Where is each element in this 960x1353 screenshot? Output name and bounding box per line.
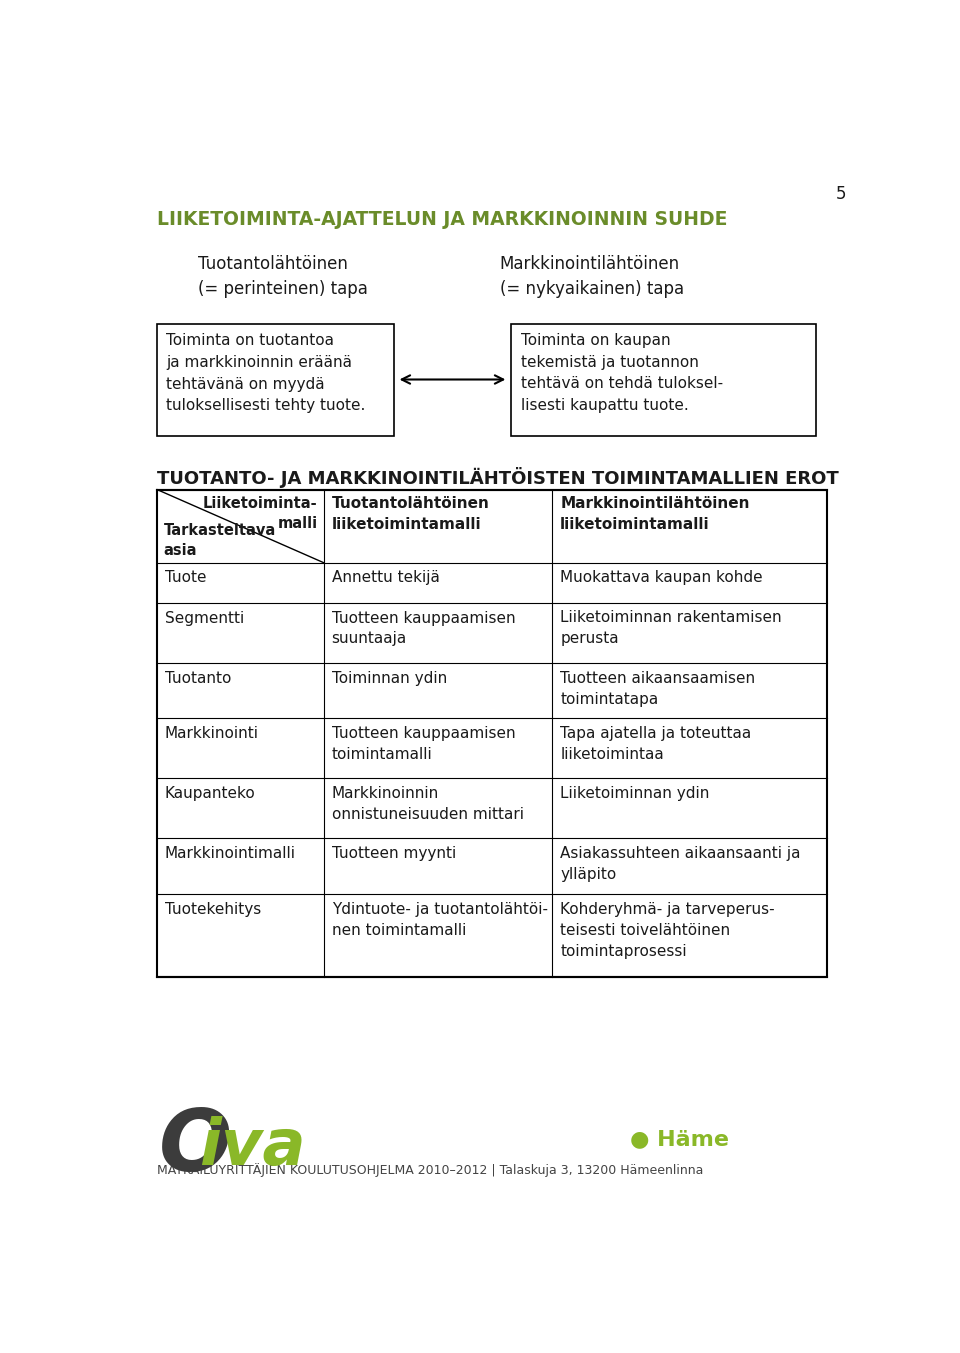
Text: Toiminta on kaupan
tekemistä ja tuotannon
tehtävä on tehdä tuloksel-
lisesti kau: Toiminta on kaupan tekemistä ja tuotanno…: [520, 333, 723, 413]
Text: Tarkasteltava
asia: Tarkasteltava asia: [163, 524, 276, 559]
Text: Kaupanteko: Kaupanteko: [165, 786, 255, 801]
Text: Markkinointilähtöinen
liiketoimintamalli: Markkinointilähtöinen liiketoimintamalli: [561, 495, 750, 532]
Text: O: O: [158, 1105, 232, 1188]
Text: Kohderyhmä- ja tarveperus-
teisesti toivelähtöinen
toimintaprosessi: Kohderyhmä- ja tarveperus- teisesti toiv…: [561, 901, 775, 958]
Text: Ydintuote- ja tuotantolähtöi-
nen toimintamalli: Ydintuote- ja tuotantolähtöi- nen toimin…: [331, 901, 547, 938]
Text: Tuotekehitys: Tuotekehitys: [165, 901, 261, 916]
Text: Tuotanto: Tuotanto: [165, 671, 231, 686]
Bar: [512, 325, 816, 436]
Text: Tuotteen myynti: Tuotteen myynti: [331, 846, 456, 861]
Text: 5: 5: [835, 185, 846, 203]
Bar: [157, 490, 827, 977]
Text: Tuotteen kauppaamisen
toimintamalli: Tuotteen kauppaamisen toimintamalli: [331, 727, 516, 762]
Text: Asiakassuhteen aikaansaanti ja
ylläpito: Asiakassuhteen aikaansaanti ja ylläpito: [561, 846, 801, 882]
Text: iva: iva: [199, 1116, 305, 1177]
Text: Liiketoiminnan rakentamisen
perusta: Liiketoiminnan rakentamisen perusta: [561, 610, 781, 647]
Text: Tuote: Tuote: [165, 571, 206, 586]
Text: Tuotantolähtöinen
(= perinteinen) tapa: Tuotantolähtöinen (= perinteinen) tapa: [198, 254, 368, 298]
Text: Tuotteen aikaansaamisen
toimintatapa: Tuotteen aikaansaamisen toimintatapa: [561, 671, 756, 706]
Text: MATKAILUYRITTÄJIEN KOULUTUSOHJELMA 2010–2012 | Talaskuja 3, 13200 Hämeenlinna: MATKAILUYRITTÄJIEN KOULUTUSOHJELMA 2010–…: [157, 1164, 704, 1177]
Text: Markkinointilähtöinen
(= nykyaikainen) tapa: Markkinointilähtöinen (= nykyaikainen) t…: [500, 254, 684, 298]
Text: Toiminta on tuotantoa
ja markkinoinnin eräänä
tehtävänä on myydä
tuloksellisesti: Toiminta on tuotantoa ja markkinoinnin e…: [166, 333, 366, 413]
Bar: [157, 325, 394, 436]
Text: Markkinoinnin
onnistuneisuuden mittari: Markkinoinnin onnistuneisuuden mittari: [331, 786, 523, 823]
Text: Markkinointimalli: Markkinointimalli: [165, 846, 296, 861]
Text: ● Häme: ● Häme: [630, 1128, 729, 1149]
Text: Markkinointi: Markkinointi: [165, 727, 259, 741]
Text: Tuotantolähtöinen
liiketoimintamalli: Tuotantolähtöinen liiketoimintamalli: [331, 495, 490, 532]
Text: Muokattava kaupan kohde: Muokattava kaupan kohde: [561, 571, 763, 586]
Text: Tuotteen kauppaamisen
suuntaaja: Tuotteen kauppaamisen suuntaaja: [331, 610, 516, 647]
Text: Liiketoiminnan ydin: Liiketoiminnan ydin: [561, 786, 709, 801]
Text: Liiketoiminta-
malli: Liiketoiminta- malli: [203, 495, 318, 530]
Text: Toiminnan ydin: Toiminnan ydin: [331, 671, 446, 686]
Text: Tapa ajatella ja toteuttaa
liiketoimintaa: Tapa ajatella ja toteuttaa liiketoiminta…: [561, 727, 752, 762]
Text: LIIKETOIMINTA-AJATTELUN JA MARKKINOINNIN SUHDE: LIIKETOIMINTA-AJATTELUN JA MARKKINOINNIN…: [157, 210, 728, 229]
Text: Annettu tekijä: Annettu tekijä: [331, 571, 440, 586]
Text: Segmentti: Segmentti: [165, 610, 244, 625]
Text: TUOTANTO- JA MARKKINOINTILÄHTÖISTEN TOIMINTAMALLIEN EROT: TUOTANTO- JA MARKKINOINTILÄHTÖISTEN TOIM…: [157, 467, 839, 487]
